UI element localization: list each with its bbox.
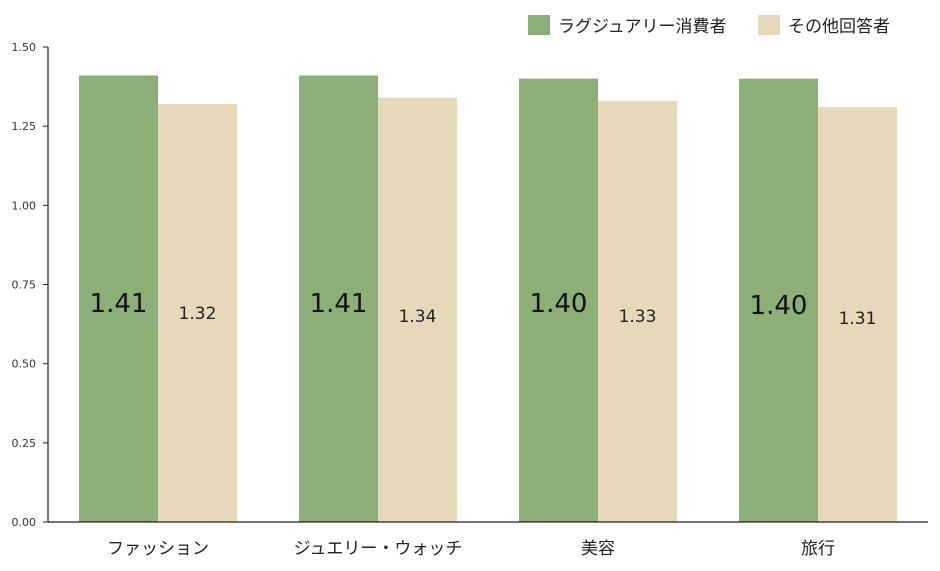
data-label: 1.33 (619, 307, 657, 327)
bar-luxury-2 (519, 78, 598, 523)
legend-swatch (528, 15, 550, 35)
legend-label: ラグジュアリー消費者 (558, 17, 726, 37)
y-tick-label: 1.50 (12, 41, 37, 54)
x-tick-label: ジュエリー・ウォッチ (294, 539, 463, 559)
legend-label: その他回答者 (788, 17, 890, 37)
y-tick-label: 0.25 (12, 437, 37, 450)
y-tick-label: 0.00 (12, 516, 37, 529)
data-label: 1.41 (90, 289, 148, 319)
bars: 1.41 1.32 1.41 1.34 1.40 1.33 1.40 1.31 (79, 75, 897, 523)
data-label: 1.32 (179, 304, 217, 324)
y-tick-label: 0.50 (12, 358, 37, 371)
bar-luxury-0 (79, 75, 158, 522)
bar-luxury-3 (739, 78, 818, 523)
data-label: 1.40 (750, 291, 808, 321)
x-tick-label: 美容 (581, 539, 615, 559)
y-tick-label: 1.25 (12, 120, 37, 133)
x-axis: ファッション ジュエリー・ウォッチ 美容 旅行 (48, 521, 928, 559)
y-tick-label: 1.00 (12, 199, 37, 212)
bar-other-2 (598, 100, 677, 522)
y-axis: 0.00 0.25 0.50 0.75 1.00 1.25 1.50 (12, 41, 49, 529)
data-label: 1.40 (530, 289, 588, 319)
legend: ラグジュアリー消費者 その他回答者 (528, 15, 890, 37)
data-label: 1.41 (310, 289, 368, 319)
bar-other-0 (158, 104, 237, 522)
bar-other-1 (378, 97, 457, 523)
bar-other-3 (818, 107, 897, 523)
x-tick-label: ファッション (107, 539, 209, 559)
data-label: 1.31 (839, 309, 877, 329)
x-tick-label: 旅行 (801, 539, 835, 559)
bar-luxury-1 (299, 75, 378, 522)
y-tick-label: 0.75 (12, 279, 37, 292)
legend-swatch (758, 15, 780, 35)
data-label: 1.34 (399, 307, 437, 327)
